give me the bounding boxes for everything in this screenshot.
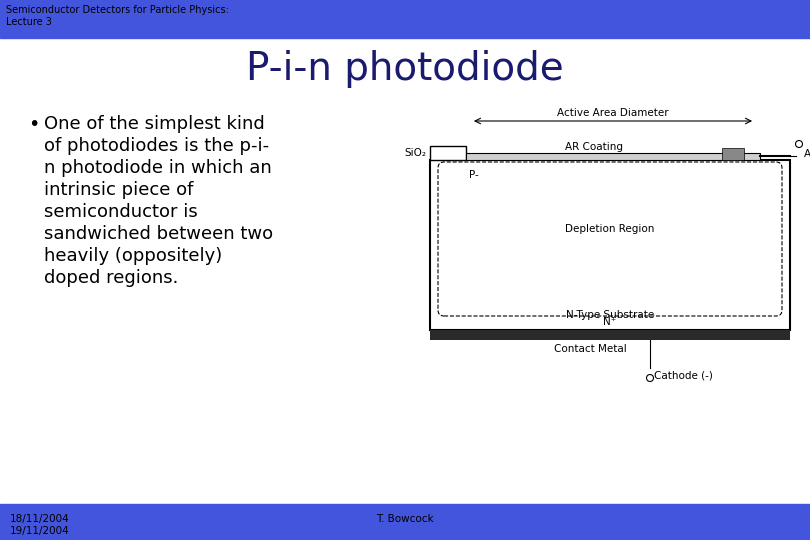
Text: sandwiched between two: sandwiched between two — [44, 225, 273, 243]
Bar — [466, 153, 760, 160]
Text: Contact Metal: Contact Metal — [553, 344, 626, 354]
Text: T. Bowcock: T. Bowcock — [376, 514, 434, 524]
Text: Semiconductor Detectors for Particle Physics:: Semiconductor Detectors for Particle Phy… — [6, 5, 229, 15]
Text: Active Area Diameter: Active Area Diameter — [557, 108, 669, 118]
Bar — [0, 504, 810, 540]
Text: •: • — [28, 115, 40, 134]
Text: Cathode (-): Cathode (-) — [654, 370, 713, 380]
Text: 18/11/2004: 18/11/2004 — [10, 514, 70, 524]
Text: semiconductor is: semiconductor is — [44, 203, 198, 221]
Text: of photodiodes is the p-i-: of photodiodes is the p-i- — [44, 137, 269, 155]
Bar — [430, 146, 466, 160]
Text: N-Type Substrate: N-Type Substrate — [566, 310, 654, 320]
Text: SiO₂: SiO₂ — [404, 148, 426, 158]
Bar — [430, 160, 790, 330]
Text: Lecture 3: Lecture 3 — [6, 17, 52, 27]
Text: Depletion Region: Depletion Region — [565, 224, 654, 234]
Text: One of the simplest kind: One of the simplest kind — [44, 115, 265, 133]
Text: Anode (+): Anode (+) — [804, 149, 810, 159]
Text: doped regions.: doped regions. — [44, 269, 178, 287]
Text: n photodiode in which an: n photodiode in which an — [44, 159, 271, 177]
Text: P-i-n photodiode: P-i-n photodiode — [246, 50, 564, 88]
Bar — [722, 148, 744, 160]
Text: intrinsic piece of: intrinsic piece of — [44, 181, 194, 199]
Text: P-: P- — [469, 170, 479, 180]
Text: N⁺: N⁺ — [603, 317, 616, 327]
Text: heavily (oppositely): heavily (oppositely) — [44, 247, 222, 265]
Text: 19/11/2004: 19/11/2004 — [10, 526, 70, 536]
Bar — [0, 0, 810, 38]
Text: AR Coating: AR Coating — [565, 141, 623, 152]
Bar — [430, 330, 790, 340]
